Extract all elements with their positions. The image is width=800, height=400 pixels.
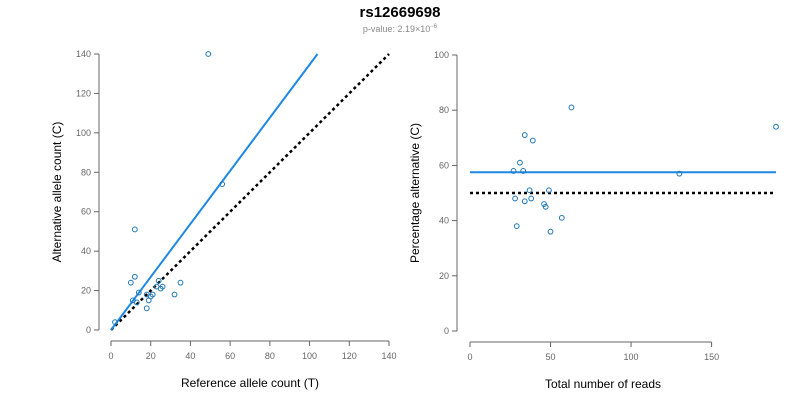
p-value-text: p-value: 2.19×10 [362, 24, 431, 34]
x-tick-label: 20 [146, 351, 156, 361]
data-point [542, 203, 549, 210]
data-point [510, 168, 517, 174]
y-tick-label: 100 [76, 128, 91, 138]
y-tick-label: 80 [81, 167, 91, 177]
panel-left: 0 20 40 60 80 100 120 140 0 20 40 60 80 100 120 140 Refe… [50, 49, 397, 390]
x-tick-label: 140 [381, 351, 396, 361]
y-tick-label: 0 [86, 325, 91, 335]
data-point [773, 123, 779, 130]
data-point [131, 273, 138, 280]
data-point [205, 51, 212, 57]
data-point [546, 187, 552, 194]
data-point [131, 226, 138, 233]
data-point [568, 104, 575, 111]
data-point [147, 293, 154, 300]
data-point [143, 305, 150, 312]
x-tick-label: 150 [704, 352, 719, 362]
chart-title: rs12669698 [359, 4, 441, 21]
data-point [520, 168, 527, 174]
p-value-exponent: −6 [430, 24, 438, 30]
data-point [517, 159, 523, 166]
y-tick-label: 60 [439, 160, 449, 170]
x-tick-label: 60 [225, 351, 235, 361]
fit-line [110, 53, 319, 331]
data-point [528, 195, 535, 202]
y-tick-label: 0 [444, 326, 449, 336]
y-tick-label: 100 [434, 50, 449, 60]
y-tick-label: 40 [439, 216, 449, 226]
chart-subtitle: p-value: 2.19×10−6 [0, 24, 800, 34]
data-point [155, 277, 162, 284]
y-tick-label: 60 [81, 207, 91, 217]
x-tick-label: 120 [342, 351, 357, 361]
x-tick-label: 0 [108, 351, 113, 361]
data-point [133, 299, 140, 306]
reference-line [110, 53, 390, 331]
data-point [521, 198, 528, 205]
y-tick-label: 40 [81, 246, 91, 256]
data-point [135, 289, 142, 296]
data-point [159, 283, 166, 290]
data-point [177, 279, 184, 286]
data-point [512, 195, 518, 202]
data-point [171, 291, 178, 298]
x-tick-label: 0 [467, 352, 472, 362]
data-point [521, 132, 528, 138]
x-tick-label: 100 [302, 351, 317, 361]
x-tick-label: 40 [185, 351, 195, 361]
y-axis-label: Alternative allele count (C) [50, 122, 64, 263]
data-point [219, 181, 226, 188]
data-point [547, 228, 554, 235]
y-tick-label: 120 [76, 88, 91, 98]
x-axis-label: Total number of reads [545, 377, 661, 391]
data-point [526, 187, 533, 194]
x-tick-label: 50 [546, 352, 556, 362]
data-point [112, 319, 118, 326]
data-point [529, 137, 536, 144]
y-tick-label: 140 [76, 49, 91, 59]
x-tick-label: 100 [624, 352, 639, 362]
x-axis-label: Reference allele count (T) [181, 376, 319, 390]
data-point [127, 279, 134, 286]
y-axis-label: Percentage alternative (C) [408, 123, 422, 263]
x-tick-label: 80 [265, 351, 275, 361]
panel-right: 0 50 100 150 0 20 40 60 80 100 Total number of rea… [408, 50, 779, 391]
data-point [513, 223, 520, 230]
y-tick-label: 20 [439, 271, 449, 281]
data-point [558, 214, 565, 221]
data-point [676, 170, 683, 177]
y-tick-label: 80 [439, 105, 449, 115]
y-tick-label: 20 [81, 286, 91, 296]
